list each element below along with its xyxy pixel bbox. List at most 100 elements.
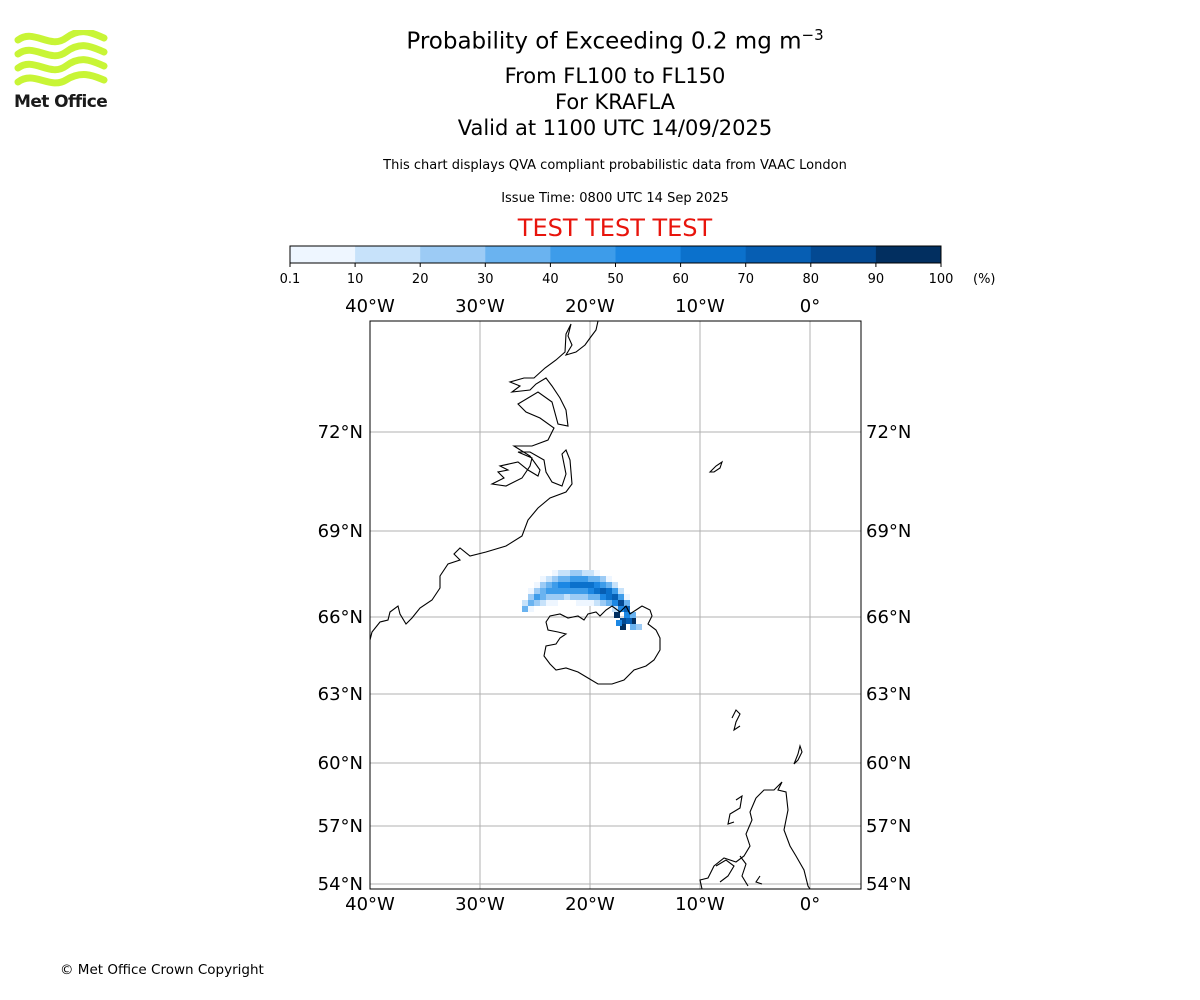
probability-cell xyxy=(552,570,558,576)
probability-cell xyxy=(552,576,558,582)
longitude-labels-top: 40°W 30°W 20°W 10°W 0° xyxy=(345,296,820,317)
probability-cell xyxy=(582,588,588,594)
latitude-label: 69°N xyxy=(318,521,363,542)
greenland-coast xyxy=(369,320,599,641)
shetland-coast xyxy=(793,744,803,765)
ash-probability-field xyxy=(522,570,642,630)
probability-cell xyxy=(582,582,588,588)
longitude-labels-bottom: 40°W 30°W 20°W 10°W 0° xyxy=(345,894,820,915)
ireland-coast xyxy=(715,859,735,883)
colorbar-tick-label: 80 xyxy=(803,272,820,287)
latitude-label: 72°N xyxy=(866,422,911,443)
probability-cell xyxy=(612,588,618,594)
probability-cell xyxy=(570,594,576,600)
probability-cell xyxy=(582,576,588,582)
location-label: For KRAFLA xyxy=(555,90,675,114)
probability-cell xyxy=(576,588,582,594)
probability-cell xyxy=(582,570,588,576)
probability-cell xyxy=(552,582,558,588)
probability-cell xyxy=(594,588,600,594)
probability-cell xyxy=(558,576,564,582)
probability-cell xyxy=(576,600,582,606)
colorbar-segment xyxy=(485,246,551,263)
probability-cell xyxy=(552,594,558,600)
longitude-label: 40°W xyxy=(345,296,395,317)
level-range: From FL100 to FL150 xyxy=(504,64,726,88)
longitude-label: 30°W xyxy=(455,894,505,915)
latitude-label: 54°N xyxy=(866,874,911,895)
colorbar-tick-label: 100 xyxy=(929,272,954,287)
probability-cell xyxy=(576,594,582,600)
probability-cell xyxy=(606,588,612,594)
probability-cell xyxy=(588,594,594,600)
probability-cell xyxy=(540,588,546,594)
colorbar-tick-label: 90 xyxy=(868,272,885,287)
probability-cell xyxy=(528,588,534,594)
probability-cell xyxy=(594,582,600,588)
colorbar-tick-label: 30 xyxy=(477,272,494,287)
probability-cell xyxy=(558,570,564,576)
probability-cell xyxy=(570,588,576,594)
description: This chart displays QVA compliant probab… xyxy=(383,158,847,173)
faroe-coast xyxy=(731,709,741,732)
latitude-labels-left: 72°N 69°N 66°N 63°N 60°N 57°N 54°N xyxy=(318,422,363,895)
probability-cell xyxy=(612,600,618,606)
colorbar-segment xyxy=(355,246,421,263)
probability-cell xyxy=(606,600,612,606)
probability-cell xyxy=(624,594,630,600)
colorbar-segment xyxy=(420,246,486,263)
longitude-label: 30°W xyxy=(455,296,505,317)
probability-cell xyxy=(564,570,570,576)
met-office-logo: Met Office xyxy=(14,28,108,112)
colorbar-unit: (%) xyxy=(973,272,996,287)
copyright: © Met Office Crown Copyright xyxy=(60,962,264,978)
uk-coast xyxy=(699,781,811,890)
colorbar-tick-label: 10 xyxy=(347,272,364,287)
probability-cell xyxy=(528,600,534,606)
probability-cell xyxy=(576,570,582,576)
colorbar-tick-label: 20 xyxy=(412,272,429,287)
probability-cell xyxy=(618,606,624,612)
probability-cell xyxy=(534,582,540,588)
probability-cell xyxy=(594,600,600,606)
probability-cell xyxy=(626,618,632,624)
longitude-label: 0° xyxy=(800,296,820,317)
probability-cell xyxy=(606,582,612,588)
probability-cell xyxy=(582,594,588,600)
latitude-label: 63°N xyxy=(318,684,363,705)
probability-cell xyxy=(612,606,618,612)
probability-cell xyxy=(564,588,570,594)
colorbar-segment xyxy=(875,246,942,263)
probability-cell xyxy=(528,606,534,612)
probability-cell xyxy=(630,612,636,618)
probability-cell xyxy=(558,588,564,594)
colorbar-segment xyxy=(745,246,812,263)
probability-cell xyxy=(600,588,606,594)
longitude-label: 20°W xyxy=(565,296,615,317)
colorbar-segment xyxy=(290,246,356,263)
probability-cell xyxy=(540,594,546,600)
probability-cell xyxy=(588,588,594,594)
colorbar-segment xyxy=(550,246,616,263)
probability-cell xyxy=(540,582,546,588)
probability-cell xyxy=(570,582,576,588)
probability-cell xyxy=(558,594,564,600)
longitude-label: 10°W xyxy=(675,894,725,915)
latitude-labels-right: 72°N 69°N 66°N 63°N 60°N 57°N 54°N xyxy=(866,422,911,895)
probability-cell xyxy=(540,576,546,582)
probability-cell xyxy=(546,588,552,594)
issue-time: Issue Time: 0800 UTC 14 Sep 2025 xyxy=(501,191,729,206)
probability-cell xyxy=(600,576,606,582)
probability-cell xyxy=(564,576,570,582)
probability-cell xyxy=(588,582,594,588)
longitude-label: 20°W xyxy=(565,894,615,915)
probability-cell xyxy=(616,620,622,626)
probability-cell xyxy=(636,624,642,630)
latitude-label: 66°N xyxy=(866,607,911,628)
probability-cell xyxy=(612,594,618,600)
probability-cell xyxy=(546,576,552,582)
probability-cell xyxy=(576,582,582,588)
probability-cell xyxy=(588,570,594,576)
map-area xyxy=(369,320,862,890)
probability-cell xyxy=(546,582,552,588)
